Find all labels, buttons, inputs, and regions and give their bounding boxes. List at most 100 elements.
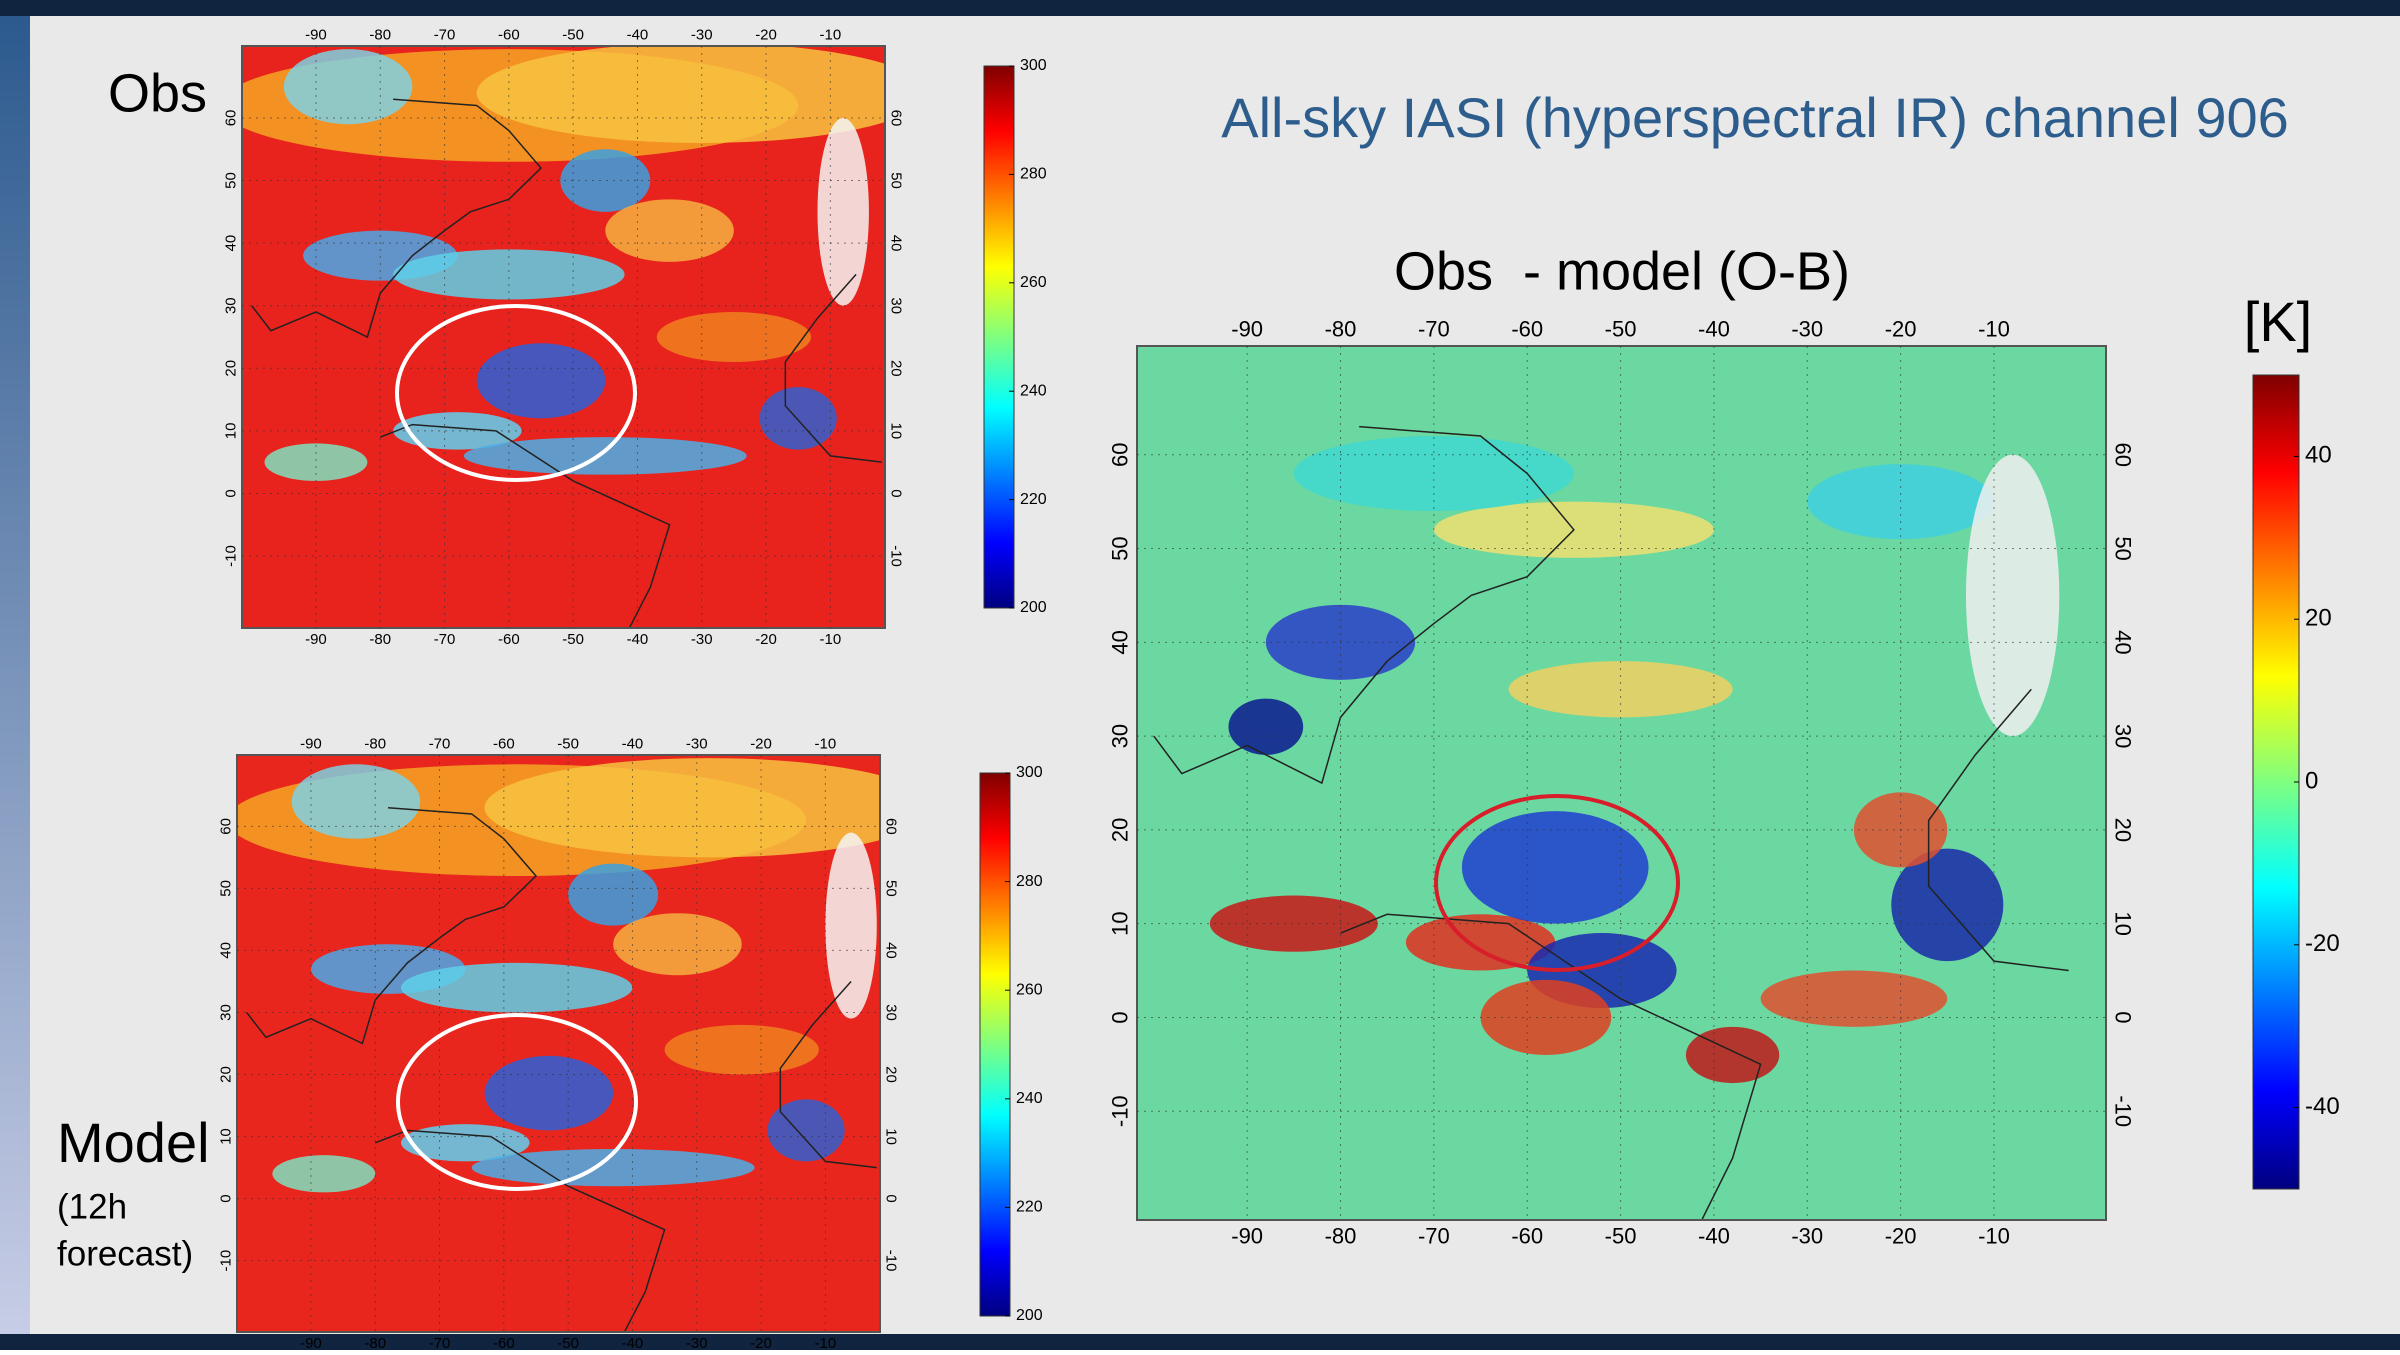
lon-tick-label: -70 [434,26,456,43]
diff-colorbar: -40 -20 0 20 40 [2252,374,2340,1190]
lon-tick-label: -10 [820,26,842,43]
lat-tick-label: 10 [1107,911,1132,935]
lat-tick-label: 30 [883,1004,900,1021]
lat-tick-label: 10 [2111,911,2136,935]
colorbar-tick-label: 300 [1020,57,1047,74]
highlight-ellipse [395,304,637,482]
lon-tick-label: -90 [300,735,322,752]
model-map: -90 -90 -80 -80 -70 -70 -60 -60 -50 -50 -40 -40 -30 -… [217,735,900,1352]
coastline [1927,688,2069,972]
lon-tick-label: -60 [493,1335,515,1350]
colorbar-tick-label: 20 [2305,605,2332,632]
cloud-feature [400,1124,530,1162]
lat-tick-label: 20 [222,360,239,377]
cloud-feature [759,387,837,450]
cloud-feature [1461,811,1649,924]
lat-tick-label: 60 [888,110,905,127]
lon-tick-label: -10 [820,631,842,648]
cloud-feature [1891,848,2004,962]
lon-tick-label: -90 [305,26,327,43]
lon-tick-label: -50 [1605,1223,1637,1248]
lon-tick-label: -10 [1978,1223,2010,1248]
cloud-feature [291,764,421,839]
lat-tick-label: -10 [1107,1095,1132,1127]
lat-tick-label: 20 [888,360,905,377]
lat-tick-label: 0 [883,1194,900,1202]
colorbar-tick-label: 240 [1016,1090,1043,1107]
lat-tick-label: -10 [217,1250,234,1272]
cloud-feature [664,1024,819,1075]
colorbar-tick-label: 260 [1016,981,1043,998]
lat-tick-label: 0 [2111,1011,2136,1023]
lon-tick-label: -80 [1325,1223,1357,1248]
cloud-feature [1965,454,2060,737]
colorbar-tick-label: 200 [1016,1307,1043,1324]
lat-tick-label: -10 [888,545,905,567]
lon-tick-label: -30 [1791,316,1823,341]
lat-tick-label: 50 [222,172,239,189]
lon-tick-label: -40 [622,1335,644,1350]
lon-tick-label: -80 [369,631,391,648]
lat-tick-label: 40 [883,942,900,959]
lon-tick-label: -40 [627,631,649,648]
lat-tick-label: 0 [217,1194,234,1202]
lat-tick-label: 50 [888,172,905,189]
cloud-feature [476,46,885,143]
cloud-feature [817,117,869,306]
coastline [779,980,877,1169]
lon-tick-label: -70 [429,1335,451,1350]
lat-tick-label: 50 [1107,536,1132,560]
lon-tick-label: -10 [815,1335,837,1350]
cloud-feature [825,832,877,1019]
lon-tick-label: -70 [1418,1223,1450,1248]
lat-tick-label: 40 [2111,630,2136,654]
model-note: (12h [57,1187,127,1226]
colorbar [979,772,1011,1317]
lat-tick-label: -10 [883,1250,900,1272]
map-features [1153,425,2069,1220]
colorbar [2252,374,2300,1190]
cloud-feature [283,49,413,125]
map-frame [241,45,886,629]
lon-tick-label: -20 [1885,1223,1917,1248]
cloud-feature [471,1148,755,1187]
lat-tick-label: 30 [888,297,905,314]
lat-tick-label: 40 [1107,630,1132,654]
lat-tick-label: 0 [222,489,239,497]
lat-tick-label: 10 [217,1128,234,1145]
lat-tick-label: 40 [888,235,905,252]
cloud-feature [1209,895,1378,952]
lon-tick-label: -90 [305,631,327,648]
lon-tick-label: -10 [1978,316,2010,341]
cloud-feature [1480,979,1612,1055]
coastline [374,1129,666,1332]
cloud-feature [476,343,606,419]
cloud-feature [1228,698,1304,755]
lat-tick-label: 60 [883,818,900,835]
lat-tick-label: 20 [2111,818,2136,842]
lon-tick-label: -10 [815,735,837,752]
cloud-feature [1405,914,1556,971]
lat-tick-label: 60 [2111,443,2136,467]
cloud-feature [484,758,880,858]
diff-map: -90 -90 -80 -80 -70 -70 -60 -60 -50 -50 -40 -40 -30 -… [1107,316,2135,1248]
lon-tick-label: -60 [498,26,520,43]
top-band [0,0,2400,16]
cloud-feature [393,249,625,300]
cloud-feature [400,962,633,1013]
lon-tick-label: -60 [498,631,520,648]
colorbar-tick-label: 260 [1020,274,1047,291]
lat-tick-label: 10 [222,423,239,440]
colorbar-tick-label: 200 [1020,599,1047,616]
cloud-feature [656,311,812,363]
lon-tick-label: -80 [369,26,391,43]
highlight-ellipse [1434,794,1680,972]
slide-title: All-sky IASI (hyperspectral IR) channel … [1221,86,2289,149]
lat-tick-label: 20 [1107,818,1132,842]
unit-label: [K] [2244,290,2312,353]
cloud-feature [272,1155,376,1193]
lat-tick-label: 60 [1107,443,1132,467]
lon-tick-label: -50 [1605,316,1637,341]
